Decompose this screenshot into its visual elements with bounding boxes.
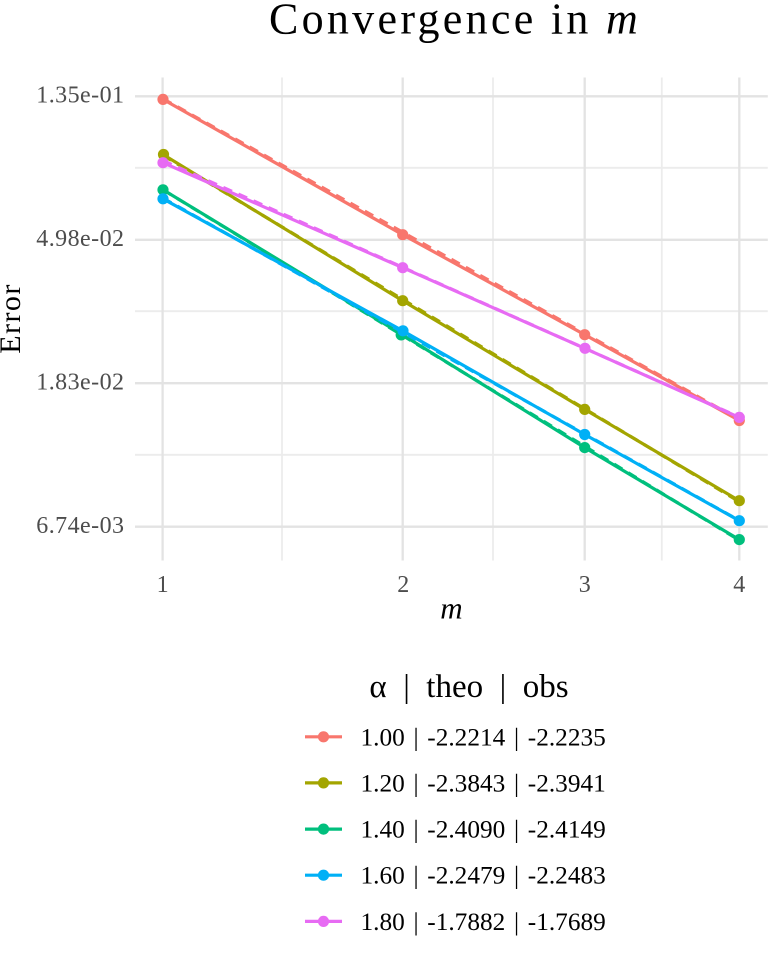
svg-text:1.60 | -2.2479 | -2.2483: 1.60 | -2.2479 | -2.2483 xyxy=(361,862,606,890)
svg-text:1.80 | -1.7882 | -1.7689: 1.80 | -1.7882 | -1.7689 xyxy=(361,908,606,936)
svg-text:1.35e-01: 1.35e-01 xyxy=(36,83,124,109)
svg-text:Error: Error xyxy=(0,283,27,354)
svg-text:1.00 | -2.2214 | -2.2235: 1.00 | -2.2214 | -2.2235 xyxy=(361,723,606,751)
svg-text:Convergence in m: Convergence in m xyxy=(269,0,641,44)
svg-text:α | theo | obs: α | theo | obs xyxy=(369,669,568,705)
svg-text:4: 4 xyxy=(733,572,745,598)
svg-text:1: 1 xyxy=(157,572,169,598)
svg-text:3: 3 xyxy=(579,572,591,598)
svg-text:2: 2 xyxy=(397,572,409,598)
svg-text:1.83e-02: 1.83e-02 xyxy=(36,369,124,395)
svg-text:6.74e-03: 6.74e-03 xyxy=(36,513,124,539)
svg-text:1.20 | -2.3843 | -2.3941: 1.20 | -2.3843 | -2.3941 xyxy=(361,769,606,797)
svg-text:m: m xyxy=(440,591,462,626)
svg-text:1.40 | -2.4090 | -2.4149: 1.40 | -2.4090 | -2.4149 xyxy=(361,816,606,844)
svg-text:4.98e-02: 4.98e-02 xyxy=(36,226,124,252)
